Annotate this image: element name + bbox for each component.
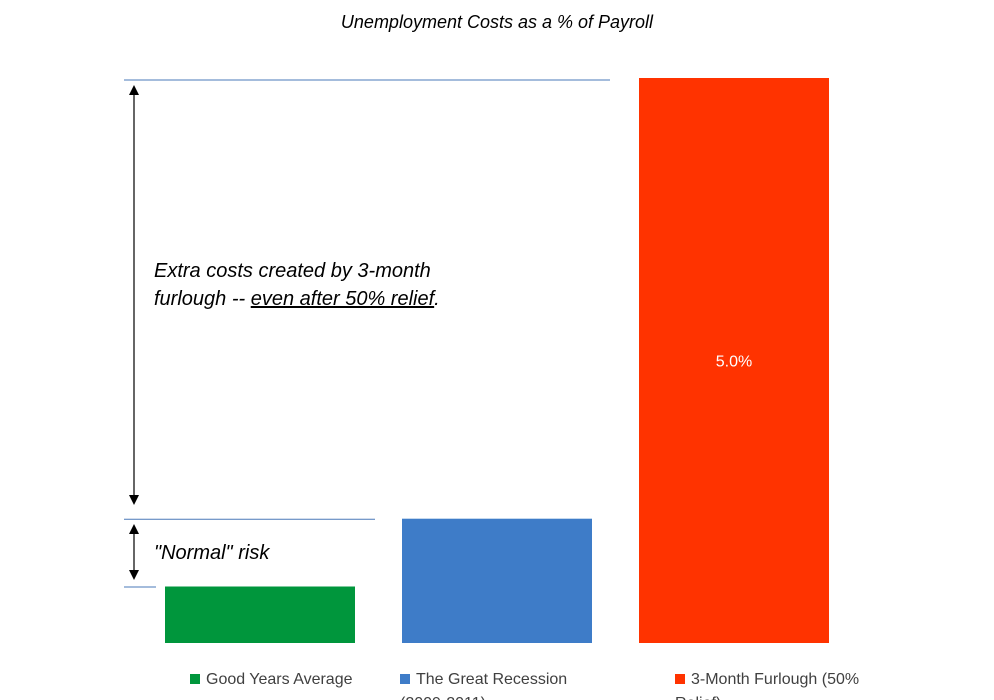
extra-costs-annotation: Extra costs created by 3-month furlough … [154,257,440,313]
bar-furlough [639,78,829,643]
extra-costs-underlined-text: even after 50% relief [250,288,435,310]
data-label-furlough: 5.0% [716,354,752,371]
data-label-good-years: 0.5% [242,363,278,380]
extra-costs-line-2-prefix: furlough -- [154,288,251,310]
extra-costs-line-2: furlough -- even after 50% relief. [154,285,440,313]
bar-good-years [165,586,355,643]
legend-item-great-recession: The Great Recession (2009-2011) [400,668,600,700]
legend-label-great-recession: The Great Recession (2009-2011) [400,671,568,700]
legend-label-furlough: 3-Month Furlough (50% Relief) [675,671,860,700]
legend-item-furlough: 3-Month Furlough (50% Relief) [675,668,875,700]
legend-swatch-furlough [675,674,685,684]
legend-label-good-years: Good Years Average [206,671,353,688]
normal-risk-annotation: "Normal" risk [154,542,270,564]
legend-item-good-years: Good Years Average [190,668,390,700]
legend-swatch-good-years [190,674,200,684]
extra-costs-line-2-suffix: . [434,288,440,310]
extra-costs-line-1: Extra costs created by 3-month [154,260,431,282]
bar-great-recession [402,518,592,643]
data-label-great-recession: 1.1% [479,363,515,380]
legend-swatch-great-recession [400,674,410,684]
chart-title: Unemployment Costs as a % of Payroll [340,12,654,32]
